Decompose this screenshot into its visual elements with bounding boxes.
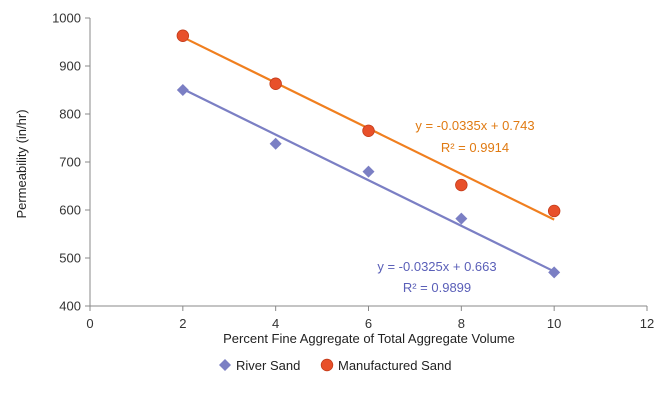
- manufactured-sand-point: [176, 29, 190, 42]
- markers: [176, 29, 561, 279]
- river-sand-trendline: [182, 88, 555, 273]
- manufactured-sand-r-squared: R² = 0.9914: [441, 140, 509, 155]
- y-tick-label: 800: [59, 107, 81, 122]
- x-tick-label: 10: [547, 316, 561, 331]
- river-sand-equation: y = -0.0325x + 0.663: [377, 259, 496, 274]
- river-sand-point: [362, 165, 375, 178]
- x-tick-label: 0: [86, 316, 93, 331]
- manufactured-sand-point: [455, 178, 468, 192]
- equations: y = -0.0325x + 0.663 R² = 0.9899 y = -0.03…: [377, 118, 534, 295]
- x-tick-label: 4: [272, 316, 279, 331]
- river-sand-point: [548, 266, 561, 279]
- y-axis-title: Permeability (in/hr): [14, 109, 29, 218]
- x-tick-label: 12: [640, 316, 654, 331]
- x-tick-label: 8: [458, 316, 465, 331]
- axes: [89, 18, 647, 307]
- y-tick-label: 600: [59, 203, 81, 218]
- y-tick-label: 700: [59, 155, 81, 170]
- river-sand-r-squared: R² = 0.9899: [403, 280, 471, 295]
- manufactured-sand-point: [269, 77, 282, 90]
- y-tick-label: 500: [59, 251, 81, 266]
- y-tick-label: 400: [59, 299, 81, 314]
- x-ticks: 0 2 4 6 8 10 12: [86, 306, 654, 331]
- manufactured-sand-equation: y = -0.0335x + 0.743: [415, 118, 534, 133]
- y-tick-label: 1000: [52, 11, 81, 26]
- legend-manufactured-sand-marker: [320, 358, 334, 372]
- legend-manufactured-sand-label: Manufactured Sand: [338, 358, 451, 373]
- x-tick-label: 2: [179, 316, 186, 331]
- x-axis-title: Percent Fine Aggregate of Total Aggregat…: [223, 331, 515, 346]
- river-sand-point: [176, 84, 189, 96]
- legend: River Sand Manufactured Sand: [219, 358, 451, 373]
- river-sand-point: [455, 212, 468, 225]
- y-tick-label: 900: [59, 59, 81, 74]
- river-sand-point: [269, 137, 282, 150]
- legend-river-sand-label: River Sand: [236, 358, 300, 373]
- y-ticks: 400 500 600 700 800 900 1000: [52, 11, 90, 314]
- manufactured-sand-point: [362, 124, 375, 138]
- manufactured-sand-point: [547, 204, 561, 218]
- x-tick-label: 6: [365, 316, 372, 331]
- legend-river-sand-marker: [219, 359, 231, 371]
